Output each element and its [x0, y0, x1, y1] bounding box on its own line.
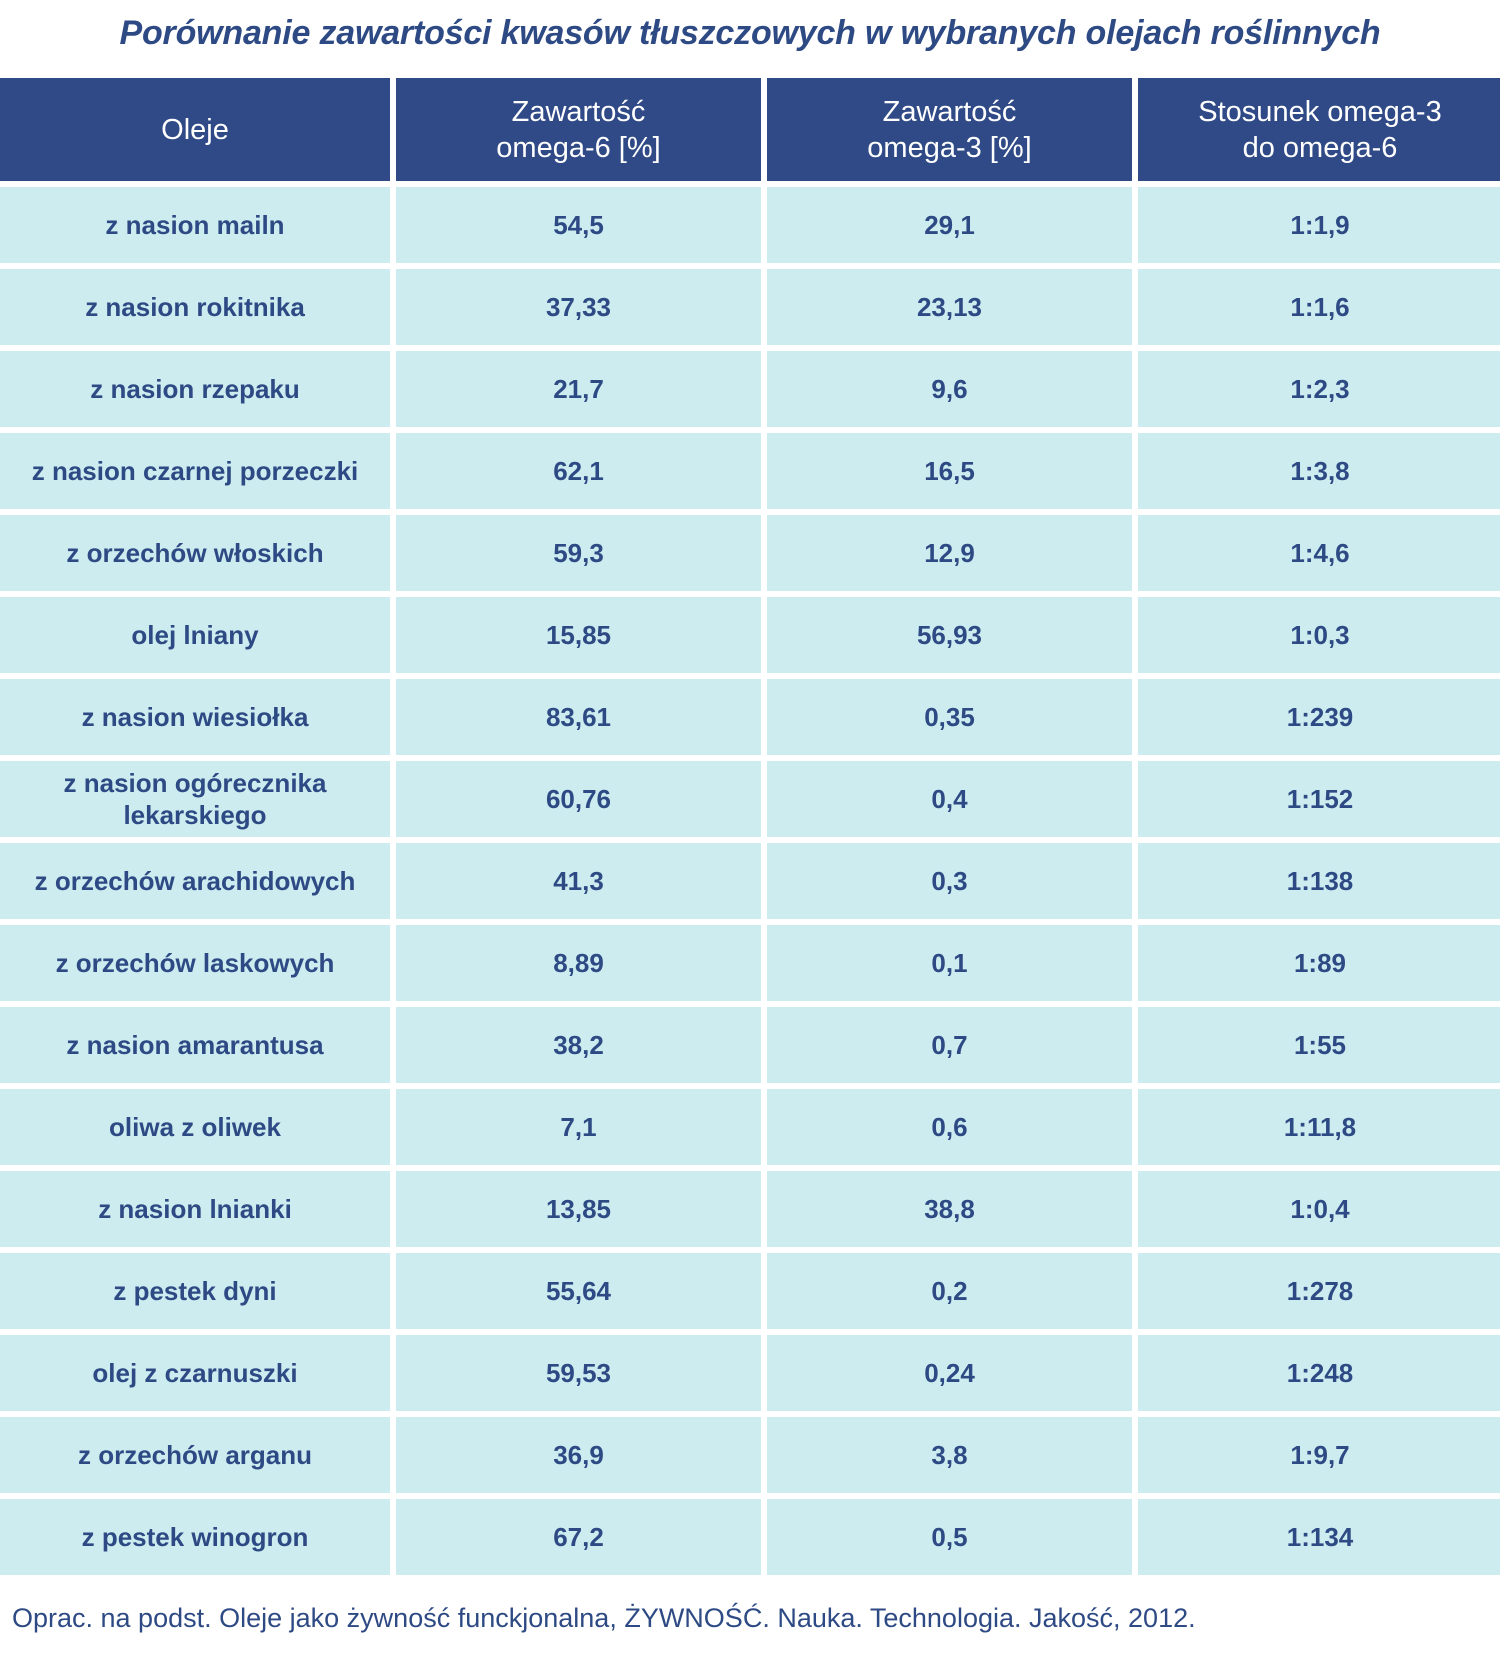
table-cell-ratio: 1:248 [1138, 1335, 1500, 1411]
table-cell-omega3: 0,2 [767, 1253, 1132, 1329]
table-cell-name: z nasion lnianki [0, 1171, 390, 1247]
table-cell-name: z orzechów arachidowych [0, 843, 390, 919]
table-cell-ratio: 1:2,3 [1138, 351, 1500, 427]
table-cell-omega3: 0,7 [767, 1007, 1132, 1083]
table-cell-ratio: 1:1,9 [1138, 187, 1500, 263]
table-cell-omega6: 41,3 [396, 843, 761, 919]
column-header-omega3: Zawartość omega-3 [%] [767, 78, 1132, 181]
table-cell-name: z nasion rzepaku [0, 351, 390, 427]
table-cell-name: z orzechów laskowych [0, 925, 390, 1001]
table-cell-omega3: 9,6 [767, 351, 1132, 427]
table-cell-omega6: 60,76 [396, 761, 761, 837]
table-cell-omega3: 38,8 [767, 1171, 1132, 1247]
table-cell-omega3: 16,5 [767, 433, 1132, 509]
table-cell-omega3: 0,5 [767, 1499, 1132, 1575]
table-cell-omega6: 59,3 [396, 515, 761, 591]
table-title: Porównanie zawartości kwasów tłuszczowyc… [119, 14, 1381, 52]
table-cell-omega6: 15,85 [396, 597, 761, 673]
table-cell-name: z nasion wiesiołka [0, 679, 390, 755]
column-header-line: Stosunek omega-3 [1198, 95, 1442, 128]
table-cell-name: z pestek dyni [0, 1253, 390, 1329]
table-cell-ratio: 1:138 [1138, 843, 1500, 919]
table-cell-omega6: 13,85 [396, 1171, 761, 1247]
table-cell-omega6: 38,2 [396, 1007, 761, 1083]
table-cell-omega6: 37,33 [396, 269, 761, 345]
table-cell-omega6: 55,64 [396, 1253, 761, 1329]
table-cell-omega6: 59,53 [396, 1335, 761, 1411]
table-cell-name: olej lniany [0, 597, 390, 673]
table-cell-ratio: 1:3,8 [1138, 433, 1500, 509]
table-cell-ratio: 1:239 [1138, 679, 1500, 755]
table-cell-omega6: 21,7 [396, 351, 761, 427]
table-cell-omega3: 0,6 [767, 1089, 1132, 1165]
table-cell-ratio: 1:1,6 [1138, 269, 1500, 345]
table-cell-omega3: 3,8 [767, 1417, 1132, 1493]
column-header-ratio: Stosunek omega-3 do omega-6 [1138, 78, 1500, 181]
column-header-line: Zawartość [882, 95, 1017, 128]
table-cell-ratio: 1:0,3 [1138, 597, 1500, 673]
column-header-line: omega-6 [%] [496, 131, 661, 164]
table-cell-name: z nasion rokitnika [0, 269, 390, 345]
table-cell-ratio: 1:0,4 [1138, 1171, 1500, 1247]
table-cell-name: z nasion amarantusa [0, 1007, 390, 1083]
table-cell-omega3: 29,1 [767, 187, 1132, 263]
table-cell-name: z orzechów włoskich [0, 515, 390, 591]
table-cell-ratio: 1:89 [1138, 925, 1500, 1001]
oils-table: Oleje Zawartość omega-6 [%] Zawartość omega-… [0, 78, 1500, 1575]
table-cell-omega3: 0,24 [767, 1335, 1132, 1411]
table-cell-ratio: 1:278 [1138, 1253, 1500, 1329]
column-header-name: Oleje [0, 78, 390, 181]
table-cell-ratio: 1:55 [1138, 1007, 1500, 1083]
table-cell-omega3: 0,3 [767, 843, 1132, 919]
table-cell-omega3: 0,35 [767, 679, 1132, 755]
column-header-line: Zawartość [511, 95, 646, 128]
table-cell-omega6: 7,1 [396, 1089, 761, 1165]
table-cell-omega6: 8,89 [396, 925, 761, 1001]
table-cell-omega6: 54,5 [396, 187, 761, 263]
table-cell-omega3: 0,1 [767, 925, 1132, 1001]
table-cell-name: olej z czarnuszki [0, 1335, 390, 1411]
table-cell-name: z nasion mailn [0, 187, 390, 263]
table-cell-omega3: 0,4 [767, 761, 1132, 837]
table-cell-ratio: 1:152 [1138, 761, 1500, 837]
column-header-line: Oleje [161, 113, 229, 146]
table-cell-omega6: 36,9 [396, 1417, 761, 1493]
column-header-omega6: Zawartość omega-6 [%] [396, 78, 761, 181]
column-header-line: omega-3 [%] [867, 131, 1032, 164]
column-header-line: do omega-6 [1242, 131, 1398, 164]
table-cell-ratio: 1:9,7 [1138, 1417, 1500, 1493]
table-cell-omega3: 56,93 [767, 597, 1132, 673]
table-cell-ratio: 1:11,8 [1138, 1089, 1500, 1165]
table-cell-name: z orzechów arganu [0, 1417, 390, 1493]
table-cell-omega6: 67,2 [396, 1499, 761, 1575]
table-cell-name: z nasion czarnej porzeczki [0, 433, 390, 509]
table-cell-name: z pestek winogron [0, 1499, 390, 1575]
table-cell-omega3: 12,9 [767, 515, 1132, 591]
table-cell-omega6: 62,1 [396, 433, 761, 509]
table-cell-name: oliwa z oliwek [0, 1089, 390, 1165]
table-cell-ratio: 1:134 [1138, 1499, 1500, 1575]
table-cell-omega3: 23,13 [767, 269, 1132, 345]
table-cell-ratio: 1:4,6 [1138, 515, 1500, 591]
table-cell-name: z nasion ogórecznika lekarskiego [0, 761, 390, 837]
table-cell-omega6: 83,61 [396, 679, 761, 755]
source-note: Oprac. na podst. Oleje jako żywność func… [12, 1603, 1196, 1633]
